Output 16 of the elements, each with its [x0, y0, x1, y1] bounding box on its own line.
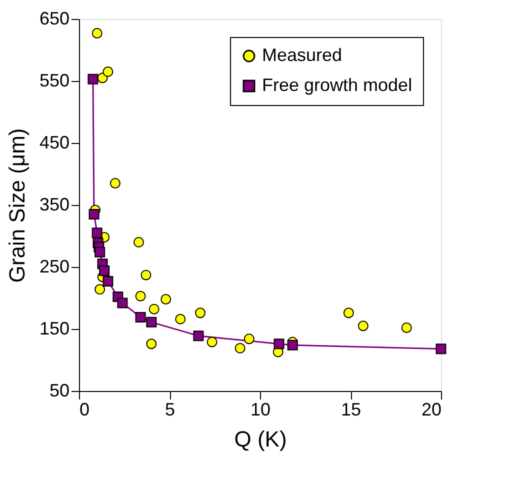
x-tick-label: 0 [80, 400, 90, 420]
x-axis-title: Q (K) [234, 426, 287, 452]
legend-label: Free growth model [262, 75, 412, 95]
y-tick-label: 650 [39, 8, 70, 28]
x-tick-label: 15 [340, 400, 362, 420]
y-tick-label: 350 [39, 194, 70, 214]
y-tick-label: 50 [49, 380, 70, 400]
y-tick-label: 550 [39, 70, 70, 90]
x-tick-label: 10 [250, 400, 271, 420]
y-tick-label: 450 [39, 132, 70, 152]
y-axis-title: Grain Size (μm) [4, 128, 30, 283]
y-tick-label: 150 [39, 318, 70, 338]
legend-label: Measured [262, 45, 342, 65]
x-tick-label: 20 [421, 400, 442, 420]
x-tick-label: 5 [164, 400, 176, 420]
y-tick-label: 250 [39, 256, 70, 276]
